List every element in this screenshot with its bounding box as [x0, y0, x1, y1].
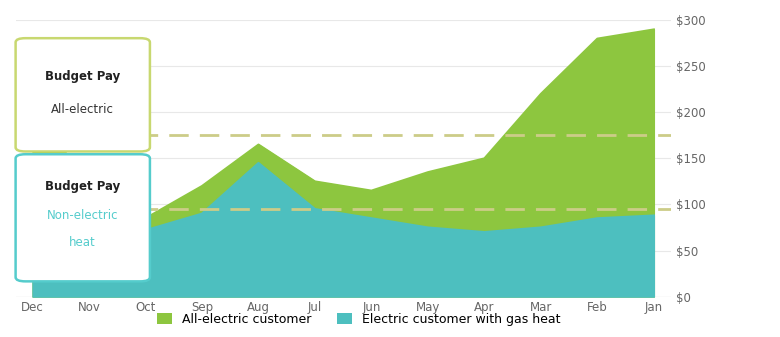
Text: Budget Pay: Budget Pay — [44, 70, 120, 83]
Text: All-electric: All-electric — [51, 103, 114, 116]
Text: Budget Pay: Budget Pay — [44, 180, 120, 192]
Legend: All-electric customer, Electric customer with gas heat: All-electric customer, Electric customer… — [152, 308, 566, 331]
Text: Non-electric: Non-electric — [47, 209, 119, 221]
FancyBboxPatch shape — [16, 154, 150, 281]
Text: heat: heat — [69, 236, 96, 249]
FancyBboxPatch shape — [16, 38, 150, 152]
